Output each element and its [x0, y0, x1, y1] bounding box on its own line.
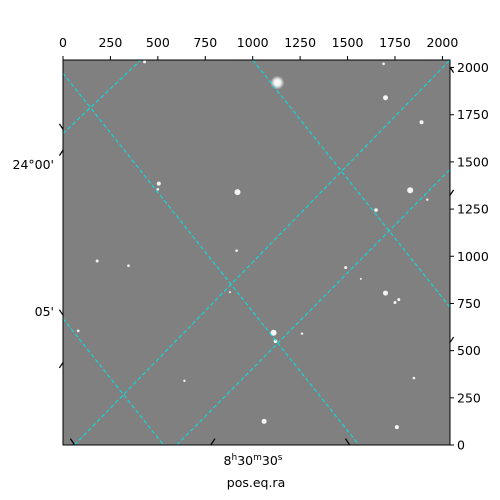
ra-seconds-unit: s	[278, 453, 283, 463]
dec-tick-label-1: 05'	[35, 304, 54, 319]
right-tick-label-6: 1500	[457, 154, 489, 169]
plot-frame	[62, 59, 451, 446]
right-tick-label-1: 250	[457, 390, 481, 405]
dec-tick-label-0: 24°00'	[13, 157, 55, 172]
star-4	[382, 62, 385, 66]
star-13	[344, 266, 348, 270]
top-tick-label-1: 250	[98, 35, 122, 50]
star-17	[270, 329, 277, 336]
top-tick-label-4: 1000	[237, 35, 269, 50]
star-1	[383, 95, 388, 101]
top-tick-label-5: 1250	[284, 35, 316, 50]
star-12	[393, 301, 397, 305]
star-22	[76, 329, 80, 333]
star-16	[235, 249, 238, 252]
world-tick-mark-9	[69, 438, 75, 445]
top-tick-label-7: 1750	[379, 35, 411, 50]
ra-hours: 8	[224, 453, 232, 468]
world-tick-mark-6	[449, 336, 455, 344]
ra-hours-unit: h	[231, 453, 237, 463]
star-11	[397, 298, 401, 302]
star-9	[374, 208, 378, 212]
star-6	[234, 189, 241, 196]
star-10	[383, 290, 388, 296]
grid-line-ra-2	[252, 60, 450, 308]
world-tick-mark-8	[344, 438, 350, 445]
top-pixel-axis: 0 250 500 750 1000 1250 1500 1750 2000	[59, 35, 458, 60]
top-tick-label-0: 0	[59, 35, 67, 50]
top-tick-label-2: 500	[146, 35, 170, 50]
grid-line-dec-3	[74, 60, 450, 445]
star-27	[359, 277, 362, 280]
ra-minutes: 30	[237, 453, 253, 468]
world-tick-mark-0	[58, 361, 64, 369]
right-tick-label-5: 1250	[457, 202, 489, 217]
world-tick-mark-4	[449, 66, 455, 73]
grid-line-ra-0	[63, 72, 360, 445]
world-tick-mark-7	[210, 438, 216, 445]
star-14	[95, 259, 99, 263]
grid-line-ra-1	[63, 318, 164, 445]
ra-seconds: 30	[262, 453, 278, 468]
right-tick-label-4: 1000	[457, 249, 489, 264]
right-tick-label-2: 500	[457, 343, 481, 358]
right-tick-label-8: 2000	[457, 60, 489, 75]
star-19	[261, 418, 267, 424]
star-8	[156, 187, 160, 191]
star-15	[127, 264, 130, 268]
world-tick-mark-5	[449, 189, 455, 197]
star-24	[300, 332, 304, 335]
right-tick-label-7: 1750	[457, 107, 489, 122]
coordinate-grid	[63, 60, 450, 445]
star-21	[412, 376, 416, 380]
star-23	[183, 379, 186, 383]
star-2	[419, 120, 424, 125]
star-25	[426, 198, 429, 201]
world-tick-mark-3	[58, 309, 64, 317]
ra-minutes-unit: m	[253, 453, 262, 463]
star-26	[228, 291, 231, 294]
right-tick-label-3: 750	[457, 296, 481, 311]
right-pixel-axis: 0 250 500 750 1000 1250 1500 1750 2000	[450, 60, 489, 453]
star-5	[407, 187, 414, 194]
world-tick-mark-2	[58, 123, 64, 131]
right-tick-label-0: 0	[457, 438, 465, 453]
top-tick-label-3: 750	[193, 35, 217, 50]
x-axis-label: pos.eq.ra	[227, 475, 285, 490]
star-18	[273, 339, 278, 344]
top-tick-label-8: 2000	[427, 35, 459, 50]
top-tick-label-6: 1500	[332, 35, 364, 50]
star-0	[270, 75, 285, 90]
ra-tick-label: 8h30m30s	[224, 453, 283, 468]
star-3	[143, 60, 147, 64]
world-coordinate-ticks	[58, 66, 455, 445]
image-background	[63, 60, 450, 445]
world-tick-mark-1	[58, 149, 64, 156]
star-20	[394, 425, 399, 430]
grid-line-dec-4	[63, 60, 142, 134]
star-7	[156, 181, 161, 186]
